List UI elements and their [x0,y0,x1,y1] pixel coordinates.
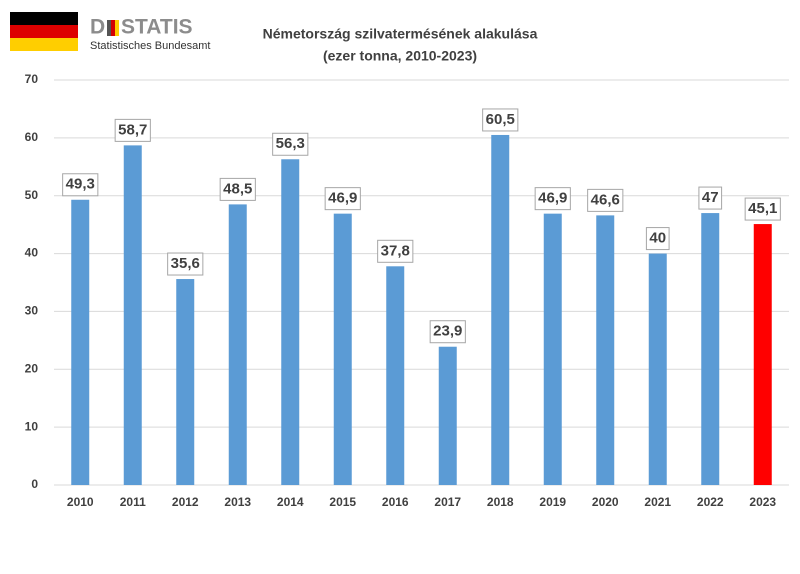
data-label: 45,1 [748,200,777,217]
x-tick-label: 2021 [644,495,671,509]
flag-red [10,25,78,38]
y-tick-label: 10 [25,419,39,433]
bar [386,266,405,485]
logo-icon [107,20,111,36]
bar [491,134,510,485]
data-label-box [534,187,571,211]
logo-subtitle: Statistisches Bundesamt [90,40,210,52]
bar [123,145,142,485]
logo: D STATIS Statistisches Bundesamt [10,12,210,52]
logo-icon [115,20,119,36]
x-tick-label: 2015 [329,495,356,509]
y-tick-label: 0 [31,477,38,491]
x-tick-label: 2018 [487,495,514,509]
data-label: 48,5 [223,180,252,197]
data-label-box [114,118,151,142]
x-tick-label: 2016 [382,495,409,509]
x-tick-label: 2017 [434,495,461,509]
data-label-box [324,187,361,211]
data-label-box [645,227,670,251]
y-tick-label: 70 [25,72,39,86]
bar [333,213,352,485]
data-label-box [482,108,519,132]
data-label: 46,9 [328,190,357,207]
chart-title: Németország szilvatermésének alakulása [263,26,538,42]
bar [596,215,615,485]
x-tick-label: 2019 [539,495,566,509]
flag-gold [10,38,78,51]
x-tick-label: 2020 [592,495,619,509]
bar [701,213,720,486]
x-tick-label: 2023 [749,495,776,509]
data-label: 23,9 [433,323,462,340]
bar [543,213,562,485]
data-label-box [587,188,624,212]
bar [176,279,195,485]
data-label: 46,9 [538,190,567,207]
data-label: 40 [649,230,666,247]
data-label-box [219,177,256,201]
x-tick-label: 2010 [67,495,94,509]
y-tick-label: 30 [25,304,39,318]
data-label: 37,8 [381,242,410,259]
chart-subtitle: (ezer tonna, 2010-2023) [323,48,477,64]
data-label: 60,5 [486,111,515,128]
data-label: 46,6 [591,191,620,208]
data-label-box [698,186,723,210]
y-tick-label: 20 [25,361,39,375]
x-tick-label: 2011 [120,495,146,509]
data-label: 47 [702,189,719,206]
y-tick-label: 50 [25,188,39,202]
flag-black [10,12,78,25]
x-tick-label: 2013 [224,495,251,509]
data-label-box [377,239,414,263]
data-label: 35,6 [171,255,200,272]
bar [71,199,90,485]
data-label-box [62,173,99,197]
data-label: 49,3 [66,176,95,193]
bar [228,204,247,485]
data-label-box [272,132,309,156]
bar [438,346,457,485]
logo-icon [111,20,115,36]
logo-name-start: D [90,16,105,39]
bar [648,253,667,485]
y-tick-label: 40 [25,246,39,260]
bar [281,159,300,485]
x-tick-label: 2014 [277,495,304,509]
data-label-box [167,252,204,276]
logo-name-end: STATIS [121,16,193,39]
y-tick-label: 60 [25,130,39,144]
x-tick-label: 2022 [697,495,724,509]
data-label-box [429,320,466,344]
data-label: 56,3 [276,135,305,152]
bar [753,224,772,486]
data-label: 58,7 [118,121,147,138]
data-label-box [744,197,781,221]
x-tick-label: 2012 [172,495,199,509]
